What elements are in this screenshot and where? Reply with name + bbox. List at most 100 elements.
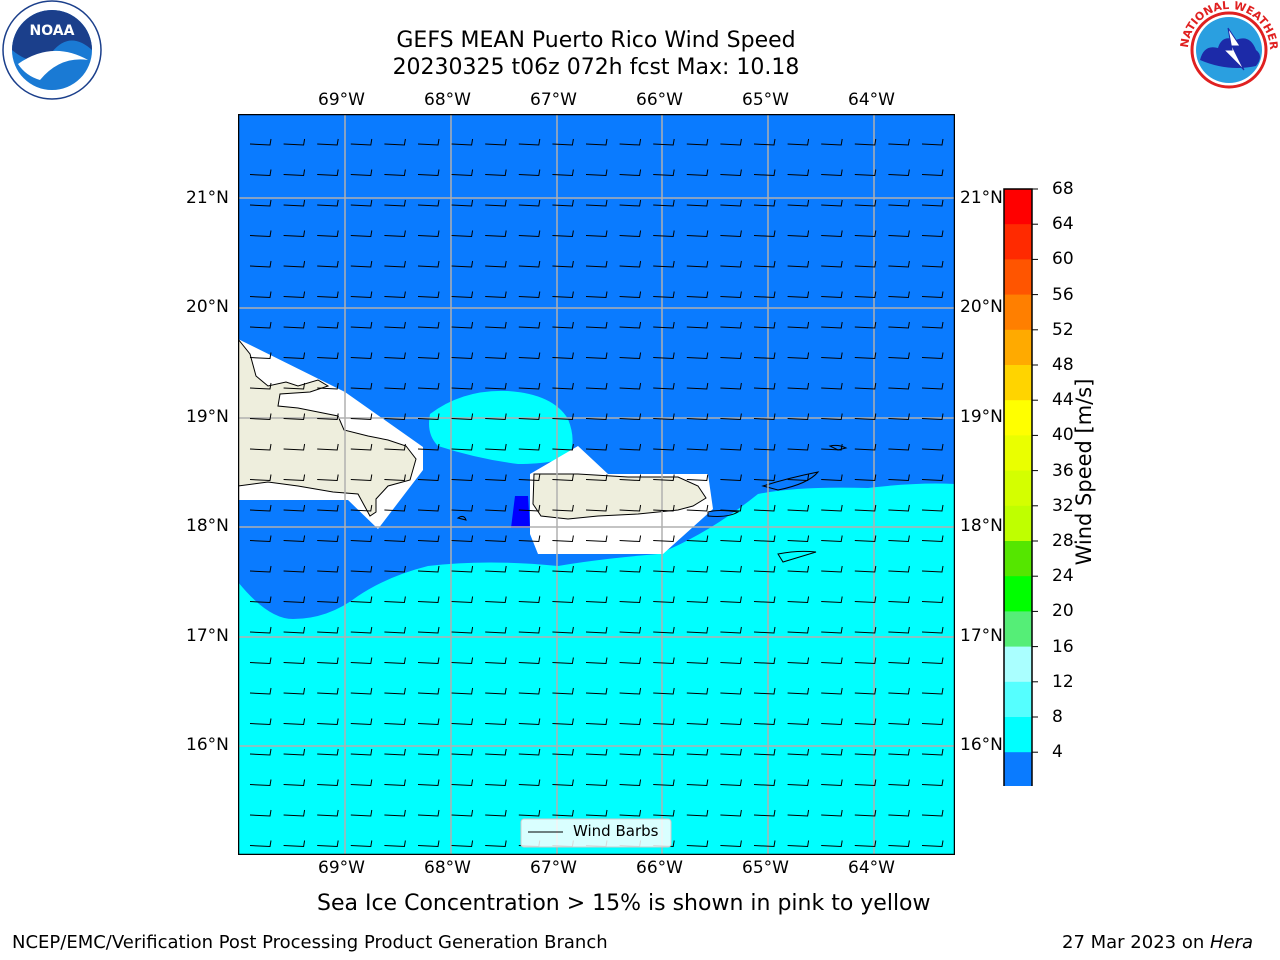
colorbar-segment bbox=[1004, 681, 1032, 718]
wind-barb bbox=[283, 291, 306, 299]
colorbar-segment bbox=[1004, 576, 1032, 612]
wind-barb bbox=[451, 260, 474, 268]
wind-barb bbox=[686, 596, 709, 604]
wind-barb bbox=[888, 169, 910, 177]
wind-barb bbox=[653, 199, 675, 207]
wind-barb bbox=[451, 474, 474, 482]
wind-barb bbox=[653, 230, 675, 238]
wind-barb bbox=[821, 748, 843, 756]
wind-barb bbox=[921, 138, 944, 146]
wind-barb bbox=[854, 291, 877, 299]
wind-barb bbox=[921, 169, 944, 177]
wind-barb bbox=[753, 565, 776, 573]
wind-barb bbox=[585, 718, 608, 726]
wind-barb bbox=[384, 535, 406, 543]
wind-barb bbox=[854, 779, 877, 787]
wind-barb bbox=[686, 260, 709, 268]
wind-barb bbox=[686, 535, 709, 543]
wind-barb bbox=[921, 535, 944, 543]
wind-barb bbox=[249, 565, 272, 573]
wind-barb bbox=[249, 382, 272, 390]
wind-barb bbox=[720, 809, 742, 817]
wind-barb bbox=[317, 474, 339, 482]
wind-barb bbox=[686, 626, 709, 634]
wind-barb bbox=[350, 230, 373, 238]
wind-barb bbox=[451, 565, 474, 573]
wind-barb bbox=[552, 809, 574, 817]
wind-barb bbox=[821, 321, 843, 329]
wind-barb bbox=[384, 504, 406, 512]
wind-barb bbox=[619, 138, 642, 146]
wind-barb bbox=[283, 443, 306, 451]
wind-barb bbox=[619, 504, 642, 512]
colorbar-tick-label: 60 bbox=[1052, 249, 1074, 270]
wind-barb bbox=[619, 565, 642, 573]
wind-barb bbox=[720, 565, 742, 573]
wind-barb bbox=[552, 535, 574, 543]
wind-barb bbox=[552, 596, 574, 604]
wind-barb bbox=[753, 840, 776, 848]
wind-barb bbox=[552, 504, 574, 512]
wind-barb bbox=[619, 748, 642, 756]
wind-barb bbox=[451, 199, 474, 207]
wind-barb bbox=[921, 321, 944, 329]
wind-barb bbox=[720, 687, 742, 695]
wind-barb bbox=[753, 626, 776, 634]
wind-barb bbox=[619, 169, 642, 177]
wind-barb bbox=[686, 382, 709, 390]
wind-barb bbox=[821, 840, 843, 848]
wind-barb bbox=[485, 535, 507, 543]
wind-barb bbox=[787, 535, 810, 543]
wind-barb bbox=[518, 260, 541, 268]
wind-barb bbox=[317, 169, 339, 177]
wind-barb bbox=[417, 748, 440, 756]
wind-barb bbox=[451, 352, 474, 360]
wind-barb bbox=[753, 413, 776, 421]
wind-barb bbox=[451, 443, 474, 451]
wind-barbs-legend-label: Wind Barbs bbox=[573, 822, 659, 840]
wind-barb bbox=[485, 230, 507, 238]
wind-barb bbox=[485, 291, 507, 299]
wind-barb bbox=[552, 199, 574, 207]
wind-barb bbox=[753, 321, 776, 329]
wind-barb bbox=[653, 565, 675, 573]
wind-barb bbox=[787, 413, 810, 421]
wind-barb bbox=[854, 169, 877, 177]
wind-barb bbox=[350, 535, 373, 543]
wind-barb bbox=[350, 138, 373, 146]
wind-barb bbox=[417, 443, 440, 451]
wind-barb bbox=[686, 504, 709, 512]
wind-barb bbox=[821, 413, 843, 421]
wind-barb bbox=[854, 504, 877, 512]
wind-barb bbox=[619, 474, 642, 482]
wind-barb bbox=[552, 169, 574, 177]
wind-barb bbox=[518, 138, 541, 146]
wind-barb bbox=[619, 352, 642, 360]
wind-barb bbox=[653, 748, 675, 756]
wind-barb bbox=[653, 626, 675, 634]
wind-barb bbox=[518, 230, 541, 238]
wind-barb bbox=[451, 687, 474, 695]
colorbar-tick-label: 8 bbox=[1052, 707, 1063, 727]
wind-barb bbox=[720, 138, 742, 146]
wind-barb bbox=[249, 291, 272, 299]
colorbar-tick-label: 40 bbox=[1052, 425, 1074, 446]
wind-barb bbox=[720, 260, 742, 268]
wind-barb bbox=[821, 260, 843, 268]
wind-barb bbox=[888, 260, 910, 268]
wind-barb bbox=[417, 260, 440, 268]
wind-barb bbox=[249, 352, 272, 360]
wind-barb bbox=[854, 535, 877, 543]
wind-barb bbox=[518, 169, 541, 177]
wind-barb bbox=[720, 535, 742, 543]
wind-barb bbox=[821, 230, 843, 238]
wind-barb bbox=[283, 260, 306, 268]
wind-barb bbox=[720, 230, 742, 238]
wind-barb bbox=[350, 657, 373, 665]
wind-barbs bbox=[249, 138, 944, 848]
lat-label-right: 17°N bbox=[960, 626, 1003, 646]
noaa-logo: NOAA bbox=[2, 0, 102, 100]
colorbar-frame bbox=[1003, 188, 1033, 786]
wind-barb bbox=[283, 199, 306, 207]
colorbar-tick-label: 24 bbox=[1052, 566, 1074, 587]
